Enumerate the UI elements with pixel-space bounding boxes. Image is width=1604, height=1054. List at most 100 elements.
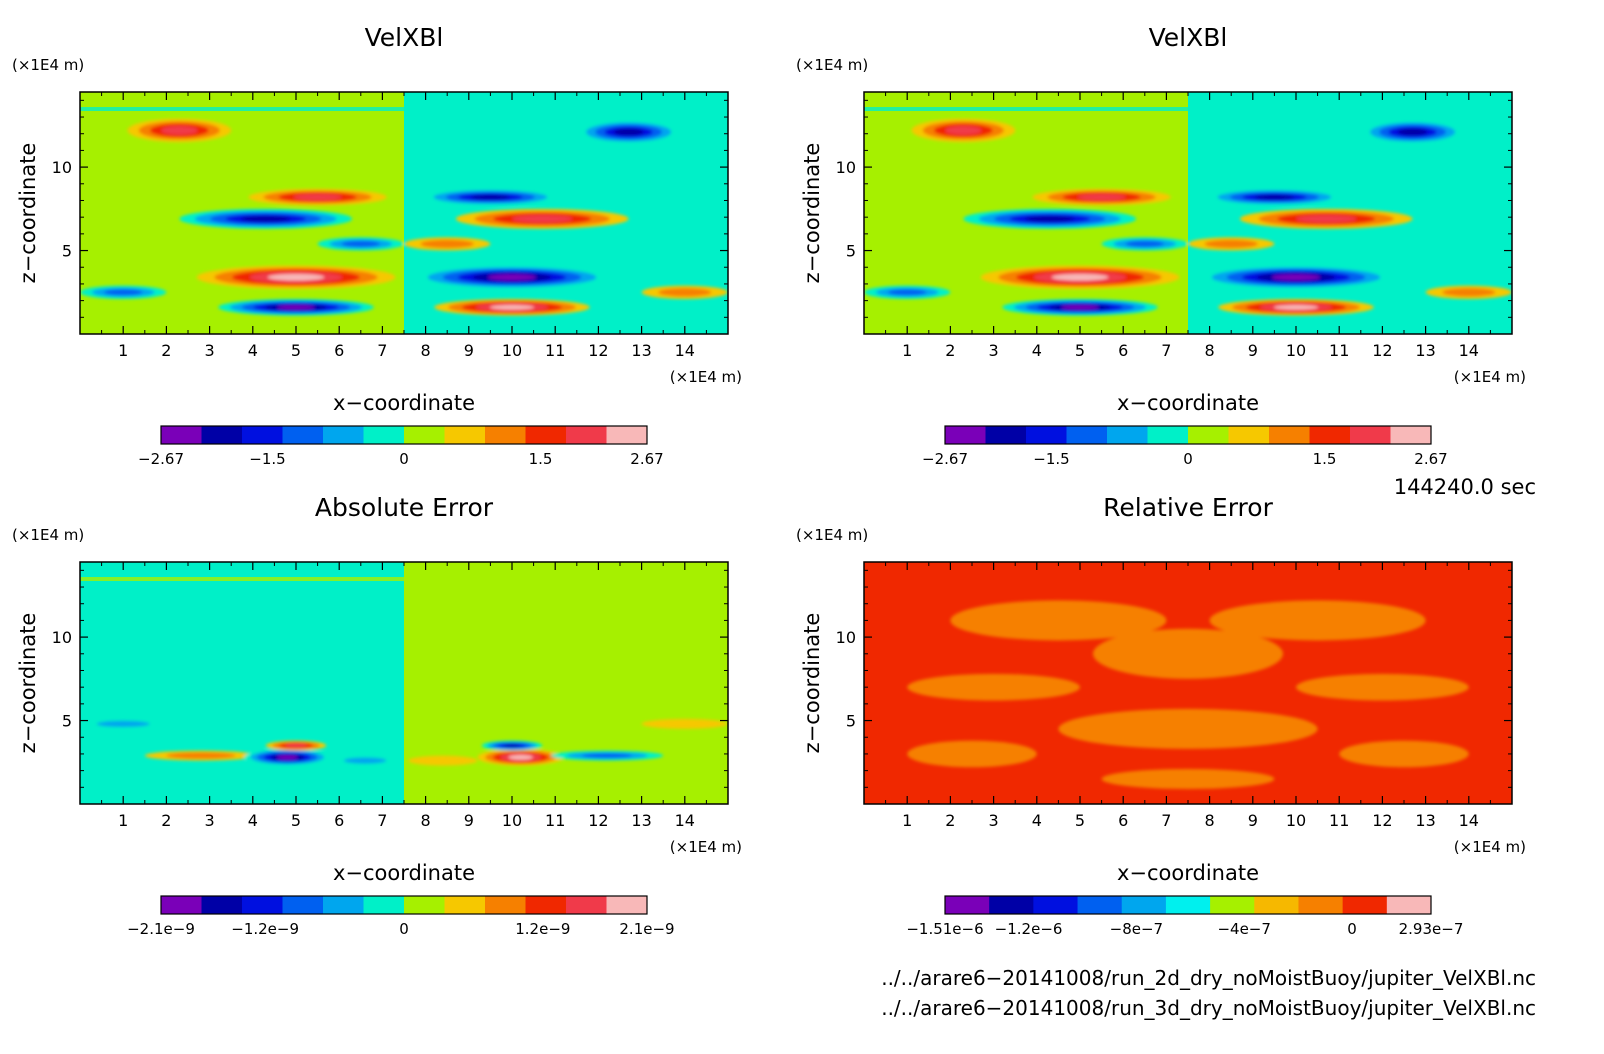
time-label: 144240.0 sec — [1394, 475, 1536, 499]
x-tick-label: 11 — [545, 341, 565, 360]
x-tick-label: 7 — [1161, 341, 1171, 360]
colorbar-frame — [160, 895, 648, 915]
contour-blob-6 — [343, 757, 387, 764]
colorbar-swatch — [323, 896, 364, 914]
colorbar-label: 2.67 — [1414, 450, 1447, 468]
x-tick-label: 5 — [291, 341, 301, 360]
y-unit-label: (×1E4 m) — [12, 526, 84, 544]
colorbar-swatch — [1121, 896, 1167, 914]
x-tick-label: 6 — [334, 341, 344, 360]
contour-blob-3 — [241, 215, 291, 222]
colorbar-swatch — [1390, 426, 1432, 444]
contour-field — [864, 562, 1512, 804]
contour-blob-4 — [341, 240, 380, 247]
contour-blob-2 — [1077, 194, 1126, 201]
contour-blob-7 — [888, 289, 927, 296]
y-axis-label: z−coordinate — [800, 613, 824, 754]
x-axis-label: x−coordinate — [1117, 391, 1259, 415]
x-tick-label: 9 — [464, 811, 474, 830]
colorbar-swatch — [525, 896, 567, 914]
x-tick-label: 3 — [205, 811, 215, 830]
contour-blob-2 — [1209, 600, 1426, 641]
contour-blob-7 — [104, 289, 143, 296]
colorbar-swatch — [242, 426, 283, 444]
x-tick-label: 11 — [545, 811, 565, 830]
colorbar-swatch — [989, 896, 1034, 914]
y-axis-label: z−coordinate — [800, 143, 824, 284]
colorbar-label: −1.2e−9 — [231, 920, 299, 938]
contour-blob-11 — [420, 239, 474, 248]
x-tick-label: 9 — [464, 341, 474, 360]
x-tick-label: 1 — [902, 811, 912, 830]
y-tick-label: 10 — [836, 628, 856, 647]
contour-blob-14 — [658, 288, 712, 297]
x-tick-label: 6 — [1118, 811, 1128, 830]
field-right-half — [404, 562, 728, 804]
colorbar-swatch — [485, 896, 526, 914]
x-unit-label: (×1E4 m) — [1454, 838, 1526, 856]
x-tick-label: 5 — [1075, 341, 1085, 360]
y-tick-label: 10 — [836, 158, 856, 177]
contour-blob-1 — [161, 126, 198, 135]
y-unit-label: (×1E4 m) — [796, 526, 868, 544]
colorbar-swatch — [1033, 896, 1079, 914]
colorbar-swatch — [444, 426, 486, 444]
contour-blob-9 — [582, 753, 632, 758]
colorbar-label: −1.5 — [1033, 450, 1069, 468]
contour-blob-8 — [1339, 740, 1469, 768]
colorbar-label: −1.2e−6 — [995, 920, 1063, 938]
x-tick-label: 12 — [1372, 811, 1392, 830]
contour-blob-8 — [1397, 128, 1428, 136]
contour-blob-4 — [276, 755, 298, 760]
colorbar-swatch — [161, 426, 202, 444]
contour-blob-5 — [285, 743, 307, 748]
colorbar-swatch — [1254, 896, 1299, 914]
contour-blob-10 — [512, 215, 573, 223]
x-axis-label: x−coordinate — [1117, 861, 1259, 885]
x-tick-label: 14 — [675, 811, 695, 830]
x-tick-label: 1 — [118, 811, 128, 830]
colorbar-swatch — [323, 426, 364, 444]
y-axis-label: z−coordinate — [16, 143, 40, 284]
x-tick-label: 8 — [421, 811, 431, 830]
colorbar-label: −2.67 — [922, 450, 968, 468]
colorbar-swatch — [1066, 426, 1108, 444]
colorbar-frame — [160, 425, 648, 445]
x-tick-label: 7 — [377, 341, 387, 360]
x-unit-label: (×1E4 m) — [670, 838, 742, 856]
colorbar-swatch — [242, 896, 283, 914]
contour-blob-14 — [1442, 288, 1496, 297]
colorbar-label: 2.93e−7 — [1399, 920, 1464, 938]
colorbar-frame — [944, 425, 1432, 445]
y-unit-label: (×1E4 m) — [796, 56, 868, 74]
colorbar-swatch — [161, 896, 202, 914]
x-tick-label: 4 — [1032, 341, 1042, 360]
colorbar-label: 2.1e−9 — [619, 920, 674, 938]
contour-field — [80, 562, 728, 804]
colorbar-swatch — [201, 426, 243, 444]
contour-blob-6 — [277, 305, 315, 310]
colorbar-swatch — [1188, 426, 1229, 444]
contour-blob-11 — [1204, 239, 1258, 248]
colorbar-label: −1.5 — [249, 450, 285, 468]
x-tick-label: 6 — [1118, 341, 1128, 360]
x-tick-label: 11 — [1329, 811, 1349, 830]
chart-title: VelXBl — [365, 23, 444, 52]
x-tick-label: 9 — [1248, 341, 1258, 360]
y-tick-label: 10 — [52, 628, 72, 647]
x-tick-label: 10 — [502, 341, 522, 360]
contour-blob-10 — [408, 755, 478, 766]
contour-blob-6 — [1061, 305, 1099, 310]
y-tick-label: 5 — [846, 712, 856, 731]
contour-blob-2 — [96, 720, 150, 727]
contour-blob-4 — [907, 673, 1080, 701]
contour-blob-1 — [950, 600, 1167, 641]
x-tick-label: 9 — [1248, 811, 1258, 830]
y-unit-label: (×1E4 m) — [12, 56, 84, 74]
contour-blob-12 — [487, 274, 537, 281]
contour-blob-3 — [166, 752, 236, 759]
colorbar-swatch — [1350, 426, 1391, 444]
